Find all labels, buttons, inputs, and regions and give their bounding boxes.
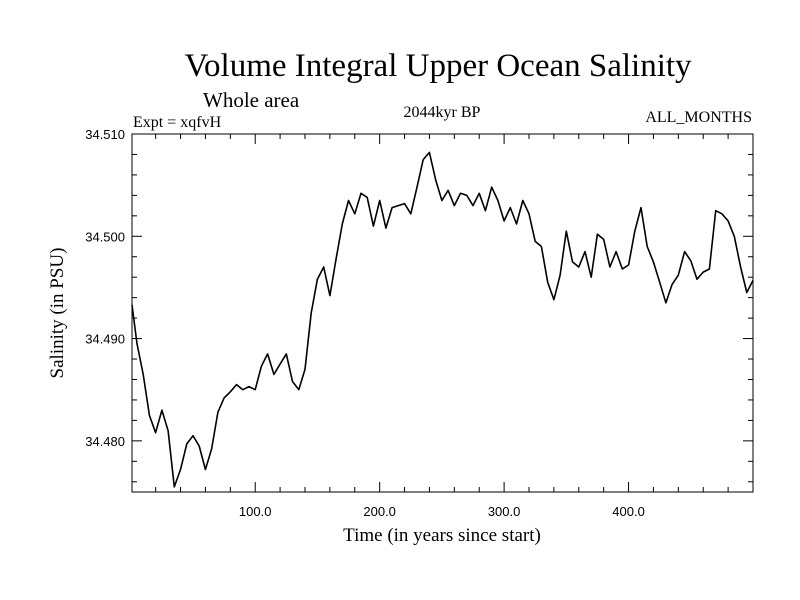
salinity-series-line	[131, 151, 754, 488]
period-label: 2044kyr BP	[403, 104, 481, 121]
x-tick-label: 100.0	[239, 504, 272, 519]
axis-ticks	[132, 133, 753, 492]
y-tick-label: 34.500	[85, 229, 125, 244]
x-tick-label: 300.0	[488, 504, 521, 519]
y-tick-label: 34.490	[85, 332, 125, 347]
chart-subtitle: Whole area	[203, 88, 300, 112]
x-axis-title: Time (in years since start)	[343, 525, 541, 546]
months-label: ALL_MONTHS	[645, 109, 752, 126]
y-tick-label: 34.480	[85, 434, 125, 449]
y-tick-label: 34.510	[85, 127, 125, 142]
plot-frame	[131, 133, 754, 493]
chart-title: Volume Integral Upper Ocean Salinity	[184, 48, 692, 84]
experiment-label: Expt = xqfvH	[133, 114, 222, 131]
x-tick-label: 200.0	[363, 504, 396, 519]
axis-tick-labels: 100.0 200.0 300.0 400.0 34.480 34.490 34.500 34…	[85, 127, 645, 519]
x-tick-label: 400.0	[612, 504, 645, 519]
y-axis-title: Salinity (in PSU)	[47, 248, 68, 379]
